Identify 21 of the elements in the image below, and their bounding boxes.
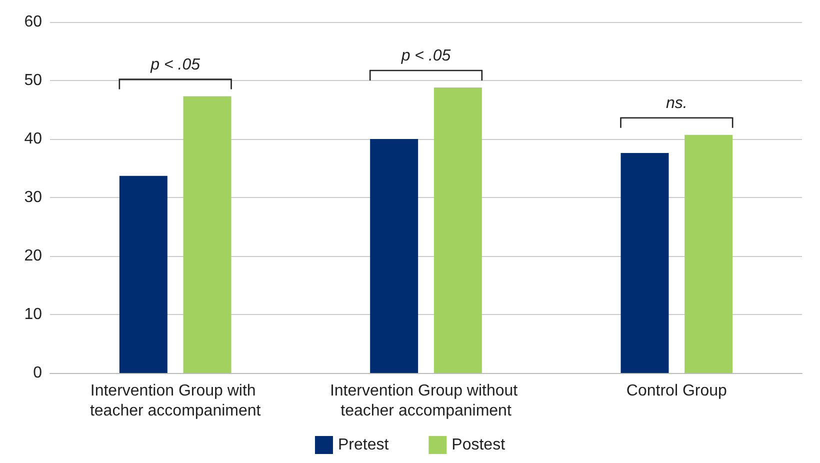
bar [119, 176, 168, 373]
y-tick-label: 40 [24, 130, 42, 148]
y-tick-label: 0 [33, 364, 42, 382]
bar [620, 153, 669, 373]
y-tick-label: 30 [24, 189, 42, 206]
y-tick-label: 50 [24, 72, 42, 89]
x-tick-label: Intervention Group without teacher accompaniment [330, 382, 522, 420]
annotation: p < .05 [150, 56, 200, 74]
legend-label: Postest [452, 436, 506, 454]
y-tick-label: 10 [24, 306, 42, 323]
bar [684, 134, 733, 373]
annotation: ns. [666, 94, 688, 112]
x-tick-label: Control Group [626, 382, 728, 400]
annotation: p < .05 [400, 48, 451, 65]
bar [370, 139, 418, 373]
legend-label: Pretest [338, 436, 390, 454]
y-tick-label: 60 [24, 14, 42, 30]
bar [183, 96, 232, 373]
y-tick-label: 20 [24, 248, 42, 264]
bar [434, 88, 482, 373]
x-tick-label: Intervention Group with teacher accompaniment [90, 382, 262, 420]
